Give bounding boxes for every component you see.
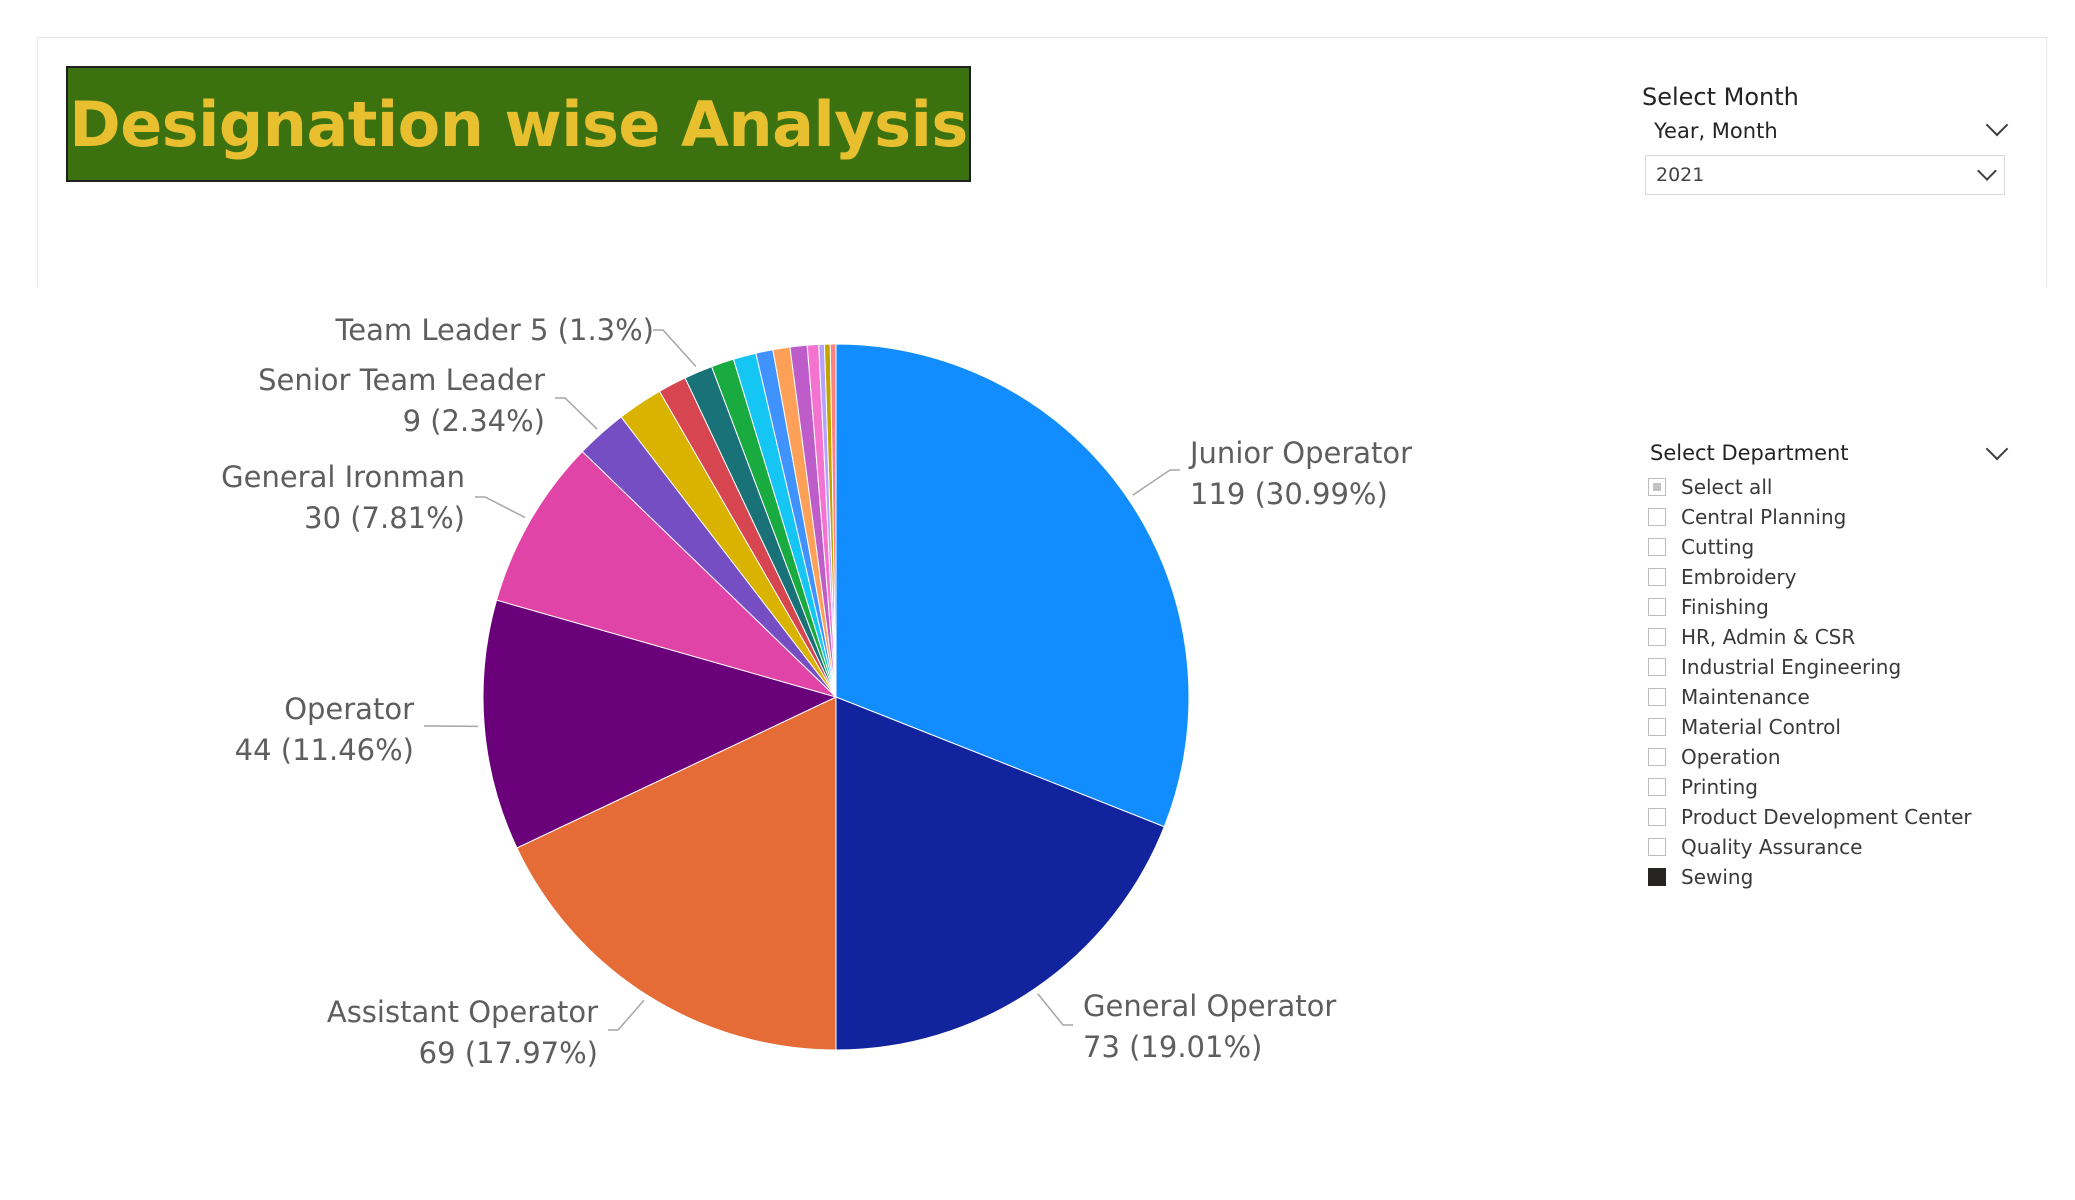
department-option[interactable]: Quality Assurance bbox=[1648, 832, 1862, 862]
checkbox[interactable] bbox=[1648, 478, 1666, 496]
department-option[interactable]: Embroidery bbox=[1648, 562, 1796, 592]
data-label: 44 (11.46%) bbox=[235, 733, 414, 767]
checkbox[interactable] bbox=[1648, 538, 1666, 556]
month-dropdown[interactable]: 2021 bbox=[1645, 155, 2005, 195]
leader-line bbox=[1037, 993, 1073, 1026]
department-option-label: Operation bbox=[1681, 745, 1781, 769]
leader-line bbox=[653, 329, 697, 367]
department-option[interactable]: Select all bbox=[1648, 472, 1772, 502]
data-label: 30 (7.81%) bbox=[304, 501, 465, 535]
pie-slice[interactable] bbox=[829, 343, 837, 698]
department-option[interactable]: Central Planning bbox=[1648, 502, 1846, 532]
checkbox[interactable] bbox=[1648, 568, 1666, 586]
department-option-label: Sewing bbox=[1681, 865, 1754, 889]
department-option-label: Material Control bbox=[1681, 715, 1841, 739]
checkbox[interactable] bbox=[1648, 808, 1666, 826]
leader-line bbox=[608, 999, 645, 1031]
department-option-label: Cutting bbox=[1681, 535, 1755, 559]
department-option-label: Central Planning bbox=[1681, 505, 1847, 529]
data-label: Team Leader 5 (1.3%) bbox=[335, 313, 655, 347]
checkbox[interactable] bbox=[1648, 718, 1666, 736]
department-option-label: Select all bbox=[1681, 475, 1773, 499]
data-label: Junior Operator bbox=[1188, 436, 1412, 470]
checkbox[interactable] bbox=[1648, 598, 1666, 616]
data-label: General Ironman bbox=[221, 460, 465, 494]
checkbox[interactable] bbox=[1648, 748, 1666, 766]
department-option-label: Industrial Engineering bbox=[1681, 655, 1902, 679]
data-label: Operator bbox=[284, 692, 414, 726]
pie-slice[interactable] bbox=[516, 696, 837, 1051]
checkbox[interactable] bbox=[1648, 628, 1666, 646]
department-option[interactable]: Cutting bbox=[1648, 532, 1754, 562]
data-label: General Operator bbox=[1083, 989, 1336, 1023]
leader-line bbox=[555, 397, 598, 430]
checkbox[interactable] bbox=[1648, 658, 1666, 676]
data-label: 73 (19.01%) bbox=[1083, 1030, 1262, 1064]
pie-slice[interactable] bbox=[835, 343, 1190, 828]
report-frame bbox=[37, 37, 2047, 287]
title-banner: Designation wise Analysis bbox=[66, 66, 971, 182]
leader-line bbox=[475, 496, 526, 519]
leader-line bbox=[1132, 469, 1180, 496]
department-option-label: Printing bbox=[1681, 775, 1758, 799]
pie-slice[interactable] bbox=[495, 450, 837, 698]
department-option[interactable]: Product Development Center bbox=[1648, 802, 1972, 832]
checkbox[interactable] bbox=[1648, 688, 1666, 706]
checkbox[interactable] bbox=[1648, 838, 1666, 856]
department-option[interactable]: Printing bbox=[1648, 772, 1758, 802]
month-slicer-field: Year, Month bbox=[1654, 119, 1778, 143]
month-slicer-title: Select Month bbox=[1642, 83, 1799, 111]
pie-slice[interactable] bbox=[835, 696, 1165, 1051]
checkbox[interactable] bbox=[1648, 778, 1666, 796]
data-label: Senior Team Leader bbox=[258, 363, 545, 397]
data-label: Assistant Operator bbox=[327, 995, 598, 1029]
department-option[interactable]: Material Control bbox=[1648, 712, 1841, 742]
department-option[interactable]: Maintenance bbox=[1648, 682, 1810, 712]
department-option[interactable]: HR, Admin & CSR bbox=[1648, 622, 1855, 652]
department-slicer-title: Select Department bbox=[1650, 441, 1849, 465]
department-option-label: Quality Assurance bbox=[1681, 835, 1863, 859]
department-option[interactable]: Operation bbox=[1648, 742, 1781, 772]
department-option[interactable]: Sewing bbox=[1648, 862, 1753, 892]
department-option[interactable]: Industrial Engineering bbox=[1648, 652, 1901, 682]
month-dropdown-value: 2021 bbox=[1656, 164, 1705, 186]
checkbox[interactable] bbox=[1648, 508, 1666, 526]
department-option-label: Finishing bbox=[1681, 595, 1769, 619]
department-option-label: Embroidery bbox=[1681, 565, 1797, 589]
department-option-label: Product Development Center bbox=[1681, 805, 1972, 829]
data-label: 119 (30.99%) bbox=[1190, 477, 1388, 511]
pie-slice[interactable] bbox=[482, 599, 838, 849]
page-title: Designation wise Analysis bbox=[69, 87, 968, 161]
checkbox[interactable] bbox=[1648, 868, 1666, 886]
department-option-label: HR, Admin & CSR bbox=[1681, 625, 1856, 649]
department-option-label: Maintenance bbox=[1681, 685, 1810, 709]
department-option[interactable]: Finishing bbox=[1648, 592, 1769, 622]
data-label: 69 (17.97%) bbox=[419, 1036, 598, 1070]
data-label: 9 (2.34%) bbox=[403, 404, 545, 438]
